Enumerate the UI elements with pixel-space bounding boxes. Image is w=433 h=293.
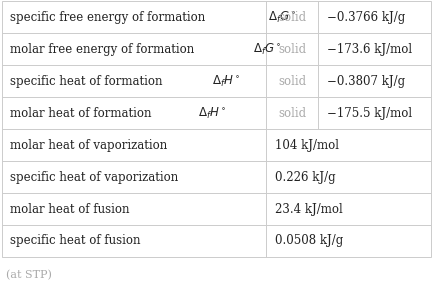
Text: solid: solid	[278, 107, 306, 120]
Text: molar heat of fusion: molar heat of fusion	[10, 202, 129, 216]
Text: molar heat of formation: molar heat of formation	[10, 107, 155, 120]
Text: solid: solid	[278, 11, 306, 24]
Text: 104 kJ/mol: 104 kJ/mol	[275, 139, 339, 152]
Text: −175.5 kJ/mol: −175.5 kJ/mol	[327, 107, 412, 120]
Text: solid: solid	[278, 75, 306, 88]
Text: $\Delta_f H^\circ$: $\Delta_f H^\circ$	[198, 106, 227, 121]
Text: solid: solid	[278, 43, 306, 56]
Text: specific heat of formation: specific heat of formation	[10, 75, 166, 88]
Text: specific heat of vaporization: specific heat of vaporization	[10, 171, 178, 184]
Text: specific free energy of formation: specific free energy of formation	[10, 11, 209, 24]
Text: specific heat of fusion: specific heat of fusion	[10, 234, 140, 248]
Text: (at STP): (at STP)	[6, 270, 52, 280]
Text: −0.3807 kJ/g: −0.3807 kJ/g	[327, 75, 405, 88]
Text: 23.4 kJ/mol: 23.4 kJ/mol	[275, 202, 343, 216]
Text: 0.0508 kJ/g: 0.0508 kJ/g	[275, 234, 343, 248]
Text: −0.3766 kJ/g: −0.3766 kJ/g	[327, 11, 405, 24]
Text: 0.226 kJ/g: 0.226 kJ/g	[275, 171, 336, 184]
Text: −173.6 kJ/mol: −173.6 kJ/mol	[327, 43, 412, 56]
Text: molar heat of vaporization: molar heat of vaporization	[10, 139, 167, 152]
Text: $\Delta_f G^\circ$: $\Delta_f G^\circ$	[268, 10, 296, 25]
Text: $\Delta_f G^\circ$: $\Delta_f G^\circ$	[253, 42, 282, 57]
Text: $\Delta_f H^\circ$: $\Delta_f H^\circ$	[213, 74, 241, 89]
Bar	[2, 1, 431, 257]
Text: molar free energy of formation: molar free energy of formation	[10, 43, 198, 56]
